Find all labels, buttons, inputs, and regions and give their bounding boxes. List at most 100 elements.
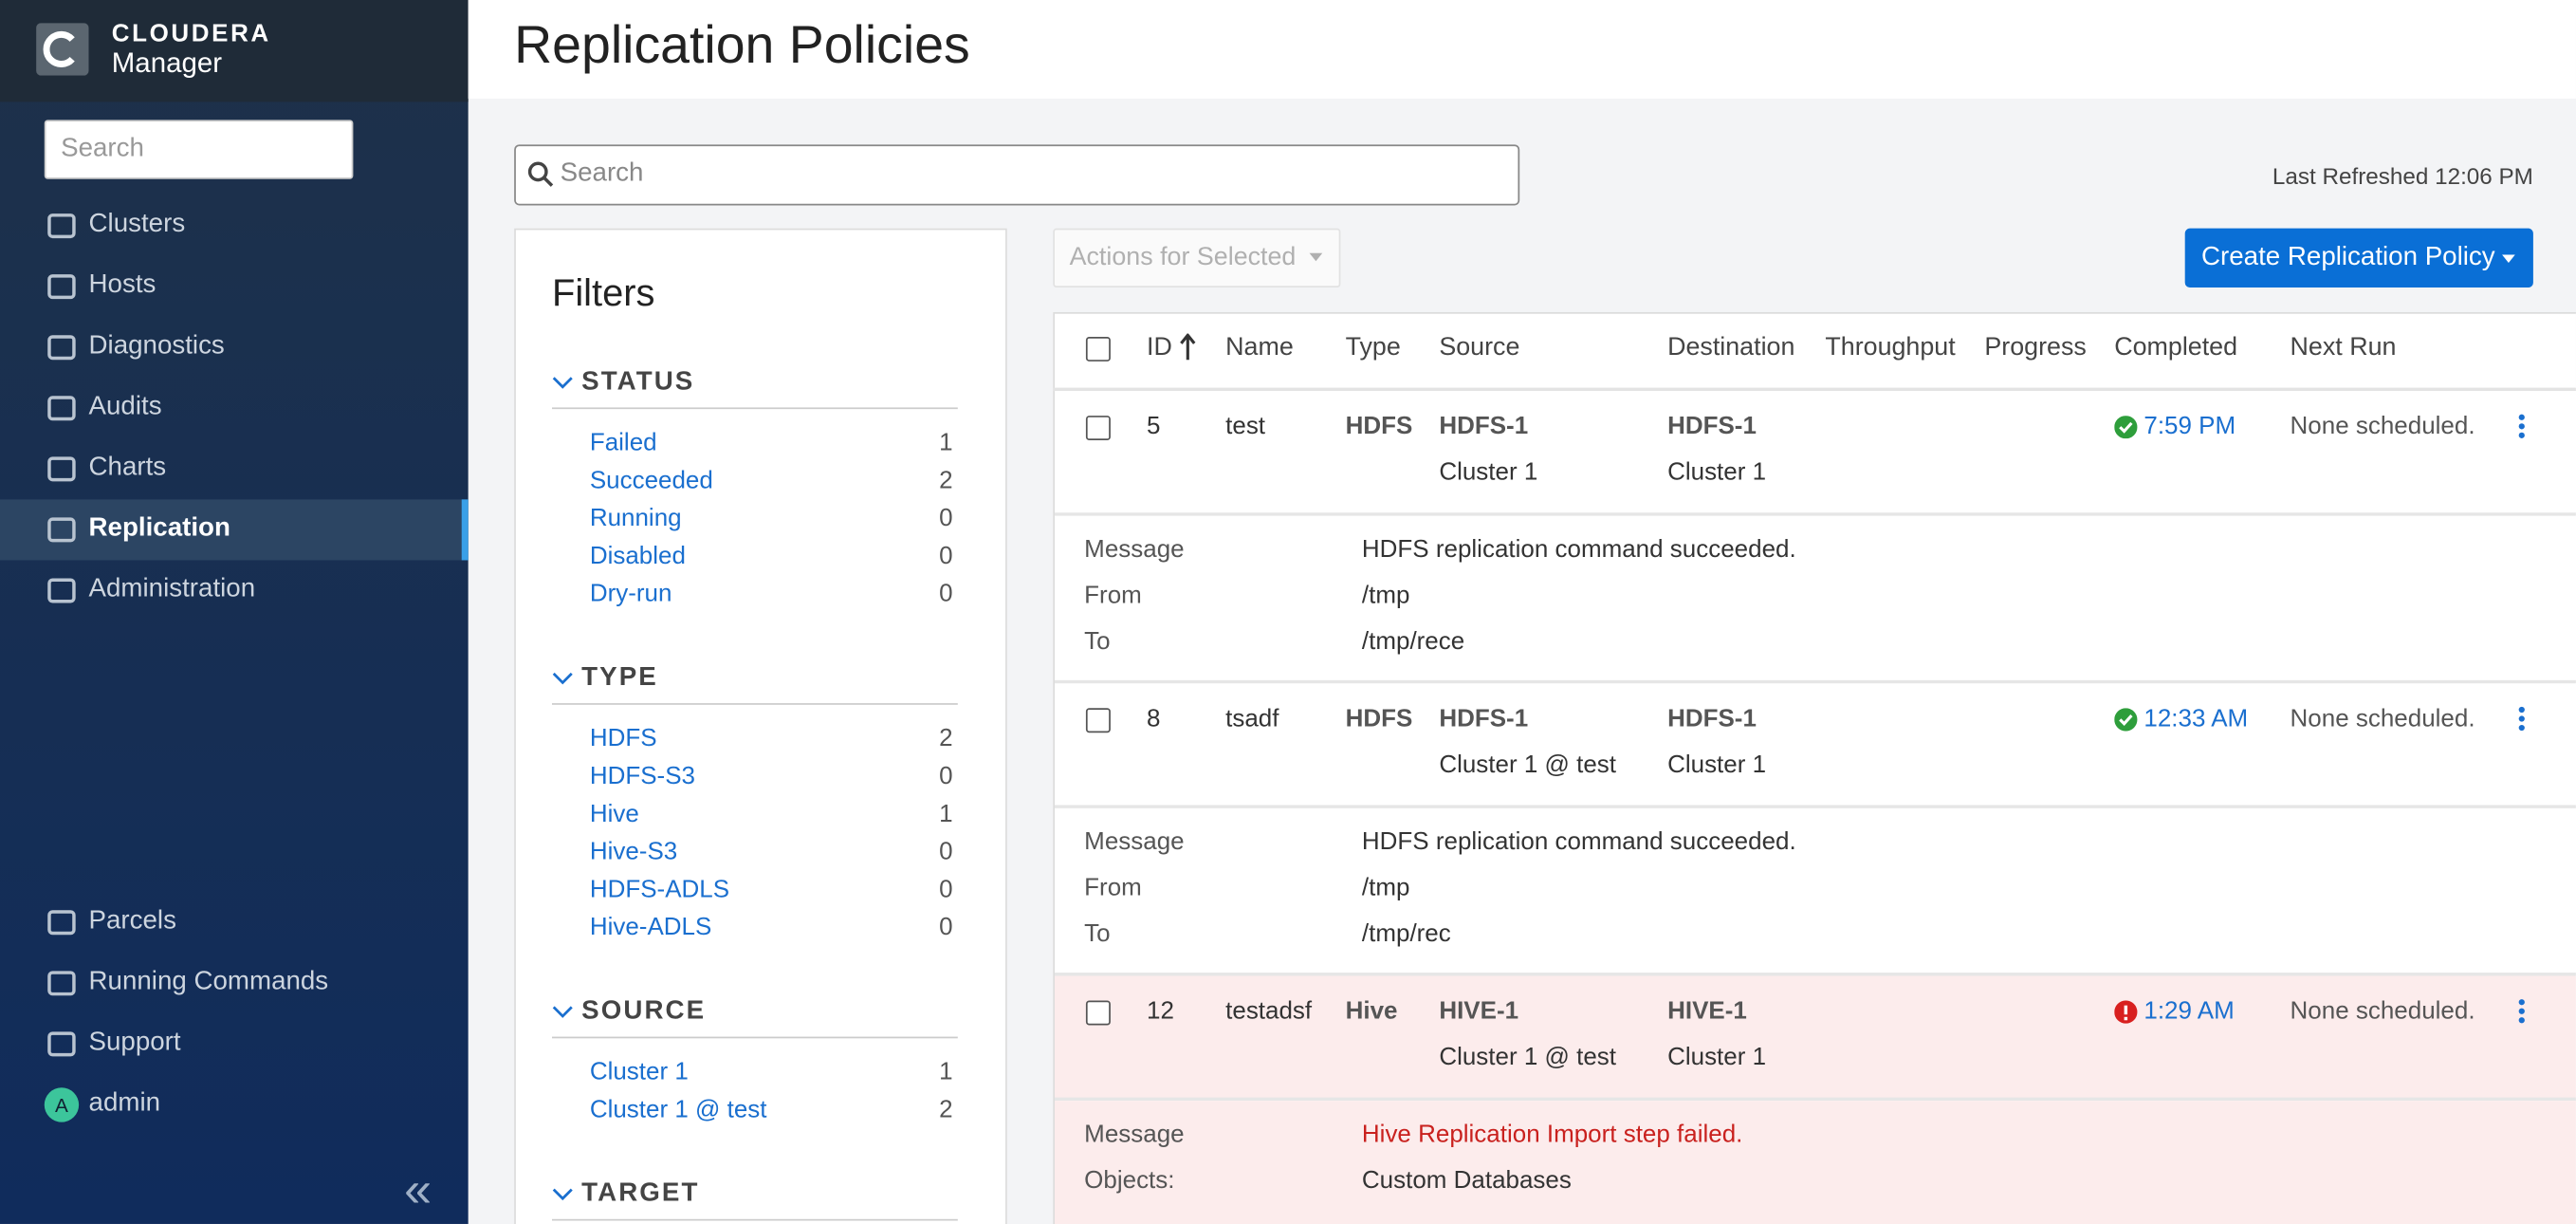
- filter-option[interactable]: Succeeded: [589, 466, 713, 495]
- checkbox[interactable]: [1085, 416, 1111, 441]
- details-bg: [1055, 807, 2576, 976]
- completed-time[interactable]: 7:59 PM: [2144, 412, 2236, 441]
- filter-divider: [551, 1218, 958, 1221]
- checkbox[interactable]: [1085, 708, 1111, 733]
- next-run: None scheduled.: [2290, 412, 2475, 441]
- checkbox[interactable]: [1085, 1000, 1111, 1026]
- filter-option[interactable]: Dry-run: [589, 580, 672, 608]
- column-header[interactable]: Type: [1345, 333, 1401, 362]
- filter-option[interactable]: Hive: [589, 800, 639, 828]
- column-header[interactable]: Name: [1225, 333, 1294, 362]
- column-header[interactable]: ID: [1147, 333, 1172, 362]
- chevron-shape: [552, 377, 573, 389]
- filter-divider: [551, 1036, 958, 1039]
- filter-option[interactable]: HDFS: [589, 724, 657, 753]
- avatar-initial: A: [55, 1094, 68, 1118]
- policy-type: Hive: [1345, 997, 1398, 1026]
- collapse-toggle[interactable]: «: [404, 1162, 432, 1218]
- chevron: [552, 1188, 573, 1201]
- detail-value: /tmp: [1361, 581, 1410, 610]
- search-input[interactable]: [514, 144, 1520, 206]
- search-handle: [543, 176, 554, 187]
- policy-destination: HDFS-1: [1667, 412, 1757, 441]
- nav-item[interactable]: Audits: [88, 392, 162, 421]
- nav-item[interactable]: Diagnostics: [88, 331, 225, 361]
- nav-active-bg: [0, 499, 469, 561]
- sort-arrow-shape: [1180, 333, 1196, 361]
- nav-item[interactable]: Charts: [88, 453, 167, 482]
- filter-option[interactable]: HDFS-ADLS: [589, 875, 730, 904]
- filter-group-title[interactable]: TARGET: [581, 1179, 700, 1208]
- nav-item[interactable]: Parcels: [88, 906, 176, 936]
- policy-name: test: [1225, 412, 1266, 441]
- column-header[interactable]: Next Run: [2290, 333, 2397, 362]
- column-header[interactable]: Completed: [2114, 333, 2238, 362]
- user-name[interactable]: admin: [88, 1088, 161, 1118]
- nav-item[interactable]: Running Commands: [88, 967, 329, 996]
- checkbox[interactable]: [1085, 336, 1111, 362]
- filter-count: 2: [939, 466, 953, 495]
- column-header[interactable]: Progress: [1984, 333, 2087, 362]
- column-header[interactable]: Destination: [1667, 333, 1795, 362]
- column-header[interactable]: Source: [1439, 333, 1520, 362]
- filter-option[interactable]: Running: [589, 504, 682, 533]
- filter-group-title[interactable]: TYPE: [581, 663, 658, 692]
- policy-source: Cluster 1 @ test: [1439, 1043, 1616, 1071]
- detail-label: From: [1084, 581, 1142, 610]
- success-circle: [2114, 708, 2138, 732]
- page-title: Replication Policies: [514, 14, 970, 74]
- nav-item[interactable]: Administration: [88, 575, 256, 603]
- detail-value: /tmp/rec: [1361, 919, 1451, 949]
- menu-dot: [2518, 423, 2525, 430]
- filter-group-title[interactable]: SOURCE: [581, 997, 707, 1026]
- nav-item[interactable]: Hosts: [88, 270, 156, 300]
- nav-item[interactable]: Clusters: [88, 210, 186, 239]
- filter-option[interactable]: Hive-ADLS: [589, 913, 712, 942]
- filters-panel: [514, 228, 1007, 1224]
- menu-dot: [2518, 432, 2525, 438]
- column-header[interactable]: Throughput: [1825, 333, 1956, 362]
- nav-icon: [47, 396, 76, 421]
- chevron-shape: [552, 1006, 573, 1018]
- logo-icon: [36, 23, 89, 76]
- detail-label: Message: [1084, 827, 1185, 857]
- nav-item[interactable]: Replication: [88, 513, 230, 543]
- detail-value: HDFS replication command succeeded.: [1361, 827, 1796, 857]
- chevron: [552, 377, 573, 389]
- filter-option[interactable]: Hive-S3: [589, 838, 678, 866]
- nav-icon: [47, 213, 76, 239]
- policy-source: Cluster 1 @ test: [1439, 751, 1616, 779]
- filter-option[interactable]: HDFS-S3: [589, 762, 696, 790]
- filters-title: Filters: [551, 270, 655, 314]
- completed-time[interactable]: 1:29 AM: [2144, 997, 2235, 1026]
- filter-option[interactable]: Failed: [589, 428, 657, 457]
- page-header: [468, 0, 2576, 99]
- menu-dot: [2518, 999, 2525, 1006]
- filter-option[interactable]: Cluster 1 @ test: [589, 1095, 767, 1124]
- sidebar: [0, 0, 469, 1224]
- caret: [1309, 252, 1323, 262]
- caret: [2501, 254, 2515, 264]
- filter-option[interactable]: Cluster 1: [589, 1058, 689, 1086]
- nav-item[interactable]: Support: [88, 1028, 181, 1057]
- last-refreshed: Last Refreshed 12:06 PM: [2272, 162, 2533, 190]
- chevron-shape: [552, 1188, 573, 1201]
- nav-icon: [47, 274, 76, 300]
- nav-icon: [47, 517, 76, 543]
- detail-value: /tmp/rece: [1361, 627, 1465, 656]
- actions-button[interactable]: [1053, 228, 1341, 288]
- sidebar-search[interactable]: [44, 120, 354, 179]
- filter-divider: [551, 407, 958, 410]
- error-bar: [2124, 1005, 2128, 1015]
- status-icon: [2114, 1000, 2138, 1024]
- create-button[interactable]: [2184, 228, 2533, 288]
- policy-source: Cluster 1: [1439, 458, 1538, 487]
- filter-option[interactable]: Disabled: [589, 542, 686, 570]
- menu-dot: [2518, 724, 2525, 732]
- detail-value: Hive Replication Import step failed.: [1361, 1120, 1743, 1149]
- chevron: [552, 1006, 573, 1018]
- completed-time[interactable]: 12:33 AM: [2144, 704, 2249, 733]
- filter-count: 0: [939, 542, 953, 570]
- filter-group-title[interactable]: STATUS: [581, 367, 695, 397]
- detail-value: HDFS replication command succeeded.: [1361, 535, 1796, 564]
